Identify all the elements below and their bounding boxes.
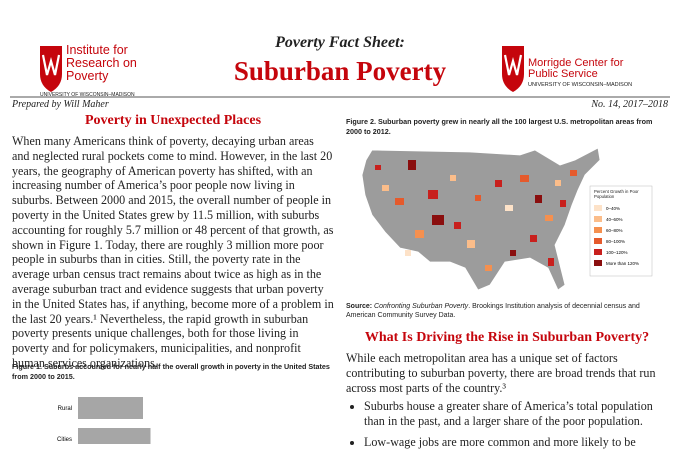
source-title: Confronting Suburban Poverty bbox=[374, 303, 469, 310]
legend-swatch bbox=[594, 227, 602, 233]
legend-label: 80–100% bbox=[606, 239, 625, 244]
legend-swatch bbox=[594, 238, 602, 244]
logo-name: Institute for Research on Poverty bbox=[66, 43, 137, 83]
legend-label: 60–80% bbox=[606, 228, 623, 233]
section-heading: Poverty in Unexpected Places bbox=[84, 113, 262, 128]
section-heading: What Is Driving the Rise in Suburban Pov… bbox=[364, 330, 650, 345]
source: Source: Confronting Suburban Poverty. Br… bbox=[346, 302, 666, 320]
legend-swatch bbox=[594, 205, 602, 211]
legend-label: 100–120% bbox=[606, 250, 628, 255]
legend-swatch bbox=[594, 249, 602, 255]
legend-swatch bbox=[594, 260, 602, 266]
category-label: Cities bbox=[57, 437, 72, 443]
figure-caption: Figure 1. Suburbs accounted for nearly h… bbox=[12, 362, 330, 381]
figure-caption: Figure 2. Suburban poverty grew in nearl… bbox=[346, 117, 653, 136]
bar bbox=[78, 428, 151, 444]
logo-w bbox=[41, 54, 61, 76]
category-label: Rural bbox=[58, 406, 72, 412]
author: Prepared by Will Maher bbox=[12, 99, 109, 110]
logo-w bbox=[503, 54, 523, 76]
source-label: Source: bbox=[346, 303, 373, 310]
legend-swatch bbox=[594, 216, 602, 222]
bullet-list: Suburbs house a greater share of America… bbox=[346, 399, 664, 455]
layout: 0–40% 40–60% 60–80% 80–100% 100–120% More tha… bbox=[10, 46, 670, 444]
page: 0–40% 40–60% 60–80% 80–100% 100–120% More tha… bbox=[0, 0, 680, 444]
issue: No. 14, 2017–2018 bbox=[591, 99, 668, 110]
bullet-item: Suburbs house a greater share of America… bbox=[364, 399, 664, 429]
legend-label: 40–60% bbox=[606, 217, 623, 222]
logo-name: Morrigde Center for Public Service bbox=[528, 57, 624, 80]
bar bbox=[78, 397, 143, 419]
logo-university: UNIVERSITY OF WISCONSIN–MADISON bbox=[528, 82, 633, 88]
legend-label: 0–40% bbox=[606, 206, 620, 211]
paragraph: When many Americans think of poverty, de… bbox=[12, 134, 334, 370]
paragraph: While each metropolitan area has a uniqu… bbox=[346, 351, 656, 395]
legend: 0–40% 40–60% 60–80% 80–100% 100–120% More tha… bbox=[594, 205, 639, 266]
logo-shield bbox=[40, 46, 62, 92]
legend-title: Percent Growth in Poor Population bbox=[594, 189, 639, 199]
logo-shield bbox=[502, 46, 524, 92]
series-title: Poverty Fact Sheet: bbox=[275, 34, 405, 51]
figure-1-chart: Rural Cities bbox=[57, 397, 151, 444]
bullet-item: Low-wage jobs are more common and more l… bbox=[364, 435, 664, 450]
source-text: . Brookings Institution analysis of dece… bbox=[346, 303, 640, 319]
logo-university: UNIVERSITY OF WISCONSIN–MADISON bbox=[40, 92, 135, 98]
title: Suburban Poverty bbox=[233, 56, 447, 86]
us-map bbox=[361, 147, 601, 291]
legend-label: More than 120% bbox=[606, 261, 639, 266]
metro-areas bbox=[375, 160, 577, 271]
